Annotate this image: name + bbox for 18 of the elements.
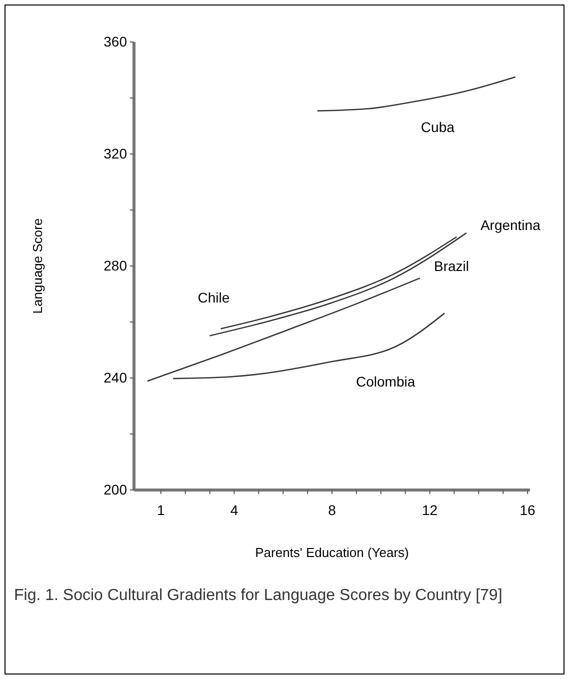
x-tick-label: 8: [328, 502, 336, 518]
y-tick-label: 200: [104, 481, 128, 498]
caption: Fig. 1. Socio Cultural Gradients for Language Scores by Country [79]: [14, 587, 502, 604]
y-axis-title: Language Score: [30, 218, 45, 314]
x-tick-label: 16: [520, 502, 536, 518]
y-tick-label: 320: [104, 145, 128, 162]
x-axis-title: Parents' Education (Years): [255, 545, 409, 560]
x-tick-label: 12: [422, 502, 438, 518]
series-label: Cuba: [420, 118, 455, 135]
series-label: Chile: [198, 290, 230, 306]
y-tick-label: 240: [104, 369, 128, 386]
x-tick-label: 1: [156, 502, 165, 518]
series-label: Brazil: [434, 258, 470, 274]
series-label: Argentina: [480, 216, 541, 233]
x-tick-label: 4: [230, 502, 238, 518]
series-label: Colombia: [356, 374, 416, 390]
y-tick-label: 280: [104, 257, 128, 274]
y-tick-label: 360: [104, 33, 128, 50]
